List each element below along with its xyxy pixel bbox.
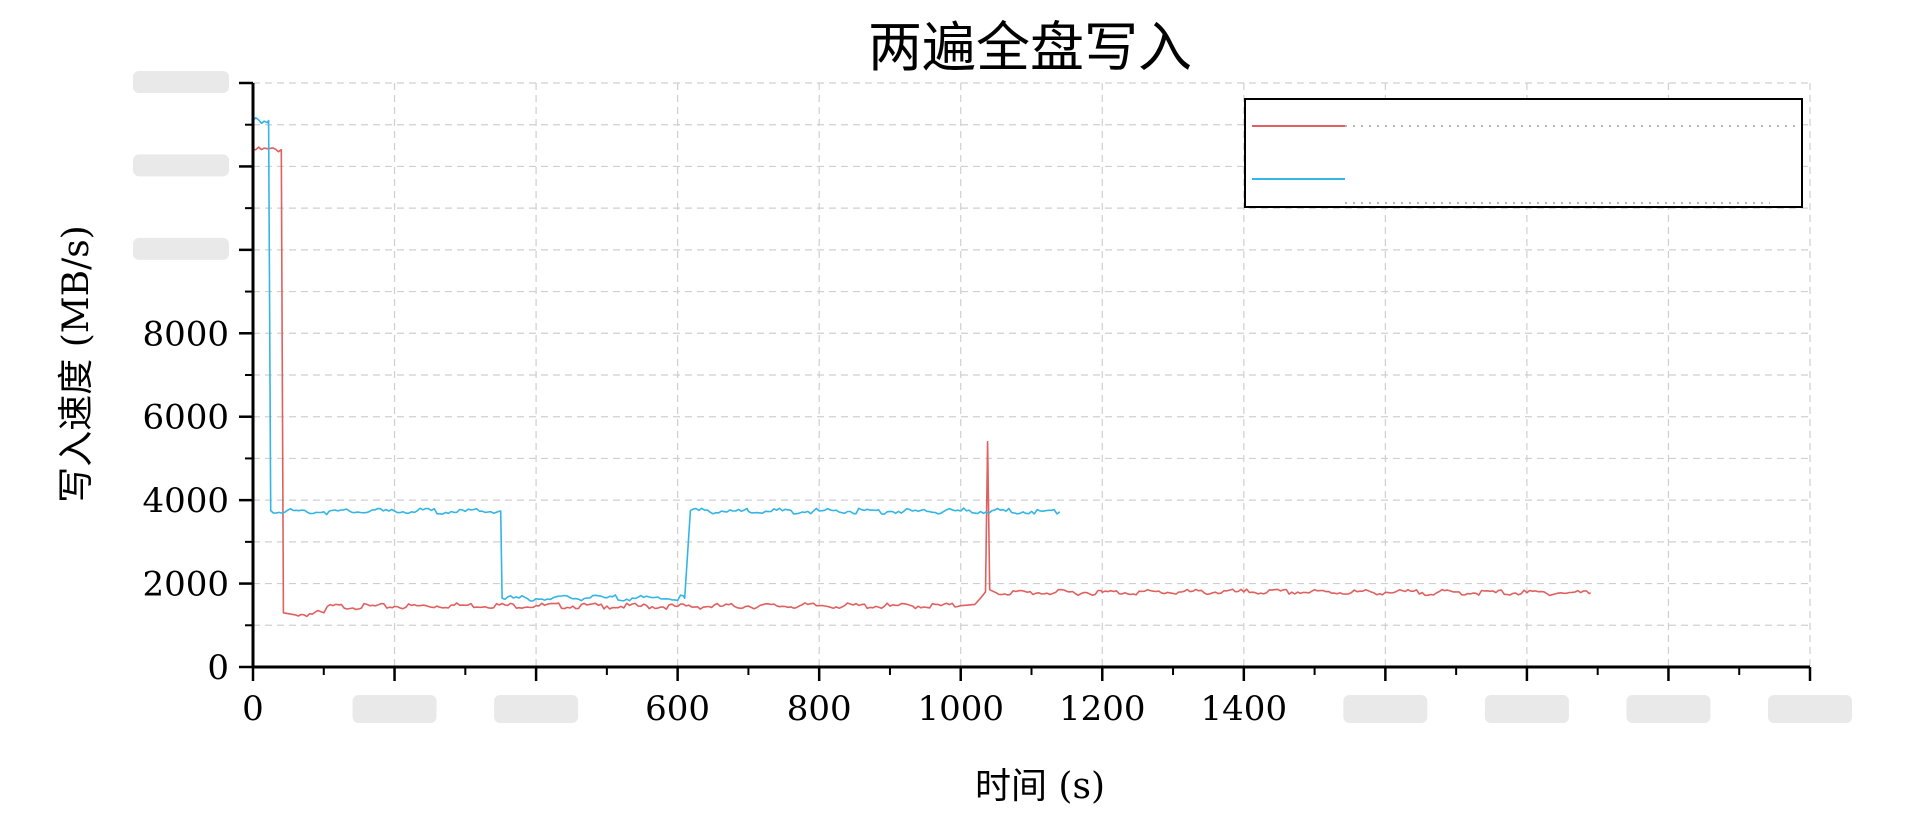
legend-box <box>1244 98 1803 208</box>
y-tick-label: 0 <box>207 648 229 688</box>
chart-title: 两遍全盘写入 <box>868 16 1192 79</box>
blurred-x-tick-label <box>1484 695 1569 723</box>
legend <box>1244 98 1803 208</box>
y-tick-label: 2000 <box>142 565 229 605</box>
y-tick-label: 6000 <box>142 398 229 438</box>
x-tick-label: 1400 <box>1201 689 1288 729</box>
x-tick-label: 0 <box>242 689 264 729</box>
x-axis-title: 时间 (s) <box>975 766 1105 807</box>
series-line-2 <box>252 117 1061 602</box>
blurred-y-tick-label <box>133 71 229 93</box>
blurred-x-tick-label <box>494 695 579 723</box>
blurred-x-tick-label <box>1343 695 1428 723</box>
blurred-x-tick-label <box>1626 695 1711 723</box>
x-tick-label: 600 <box>645 689 710 729</box>
blurred-y-tick-label <box>133 237 229 260</box>
blurred-labels <box>133 71 1852 723</box>
axes <box>239 81 1812 681</box>
y-tick-label: 4000 <box>142 481 229 521</box>
series-line-1 <box>253 146 1592 618</box>
y-axis-title: 写入速度 (MB/s) <box>56 225 97 502</box>
x-tick-label: 800 <box>787 689 852 729</box>
x-tick-label: 1000 <box>917 689 1004 729</box>
blurred-x-tick-label <box>352 695 437 723</box>
blurred-x-tick-label <box>1768 695 1852 723</box>
tick-labels: 0 600 800 1000 1200 1400 0 2000 4000 6000 8000 <box>142 314 1287 729</box>
series-layer <box>252 117 1592 618</box>
y-tick-label: 8000 <box>142 314 229 354</box>
blurred-y-tick-label <box>133 154 229 177</box>
x-tick-label: 1200 <box>1059 689 1146 729</box>
